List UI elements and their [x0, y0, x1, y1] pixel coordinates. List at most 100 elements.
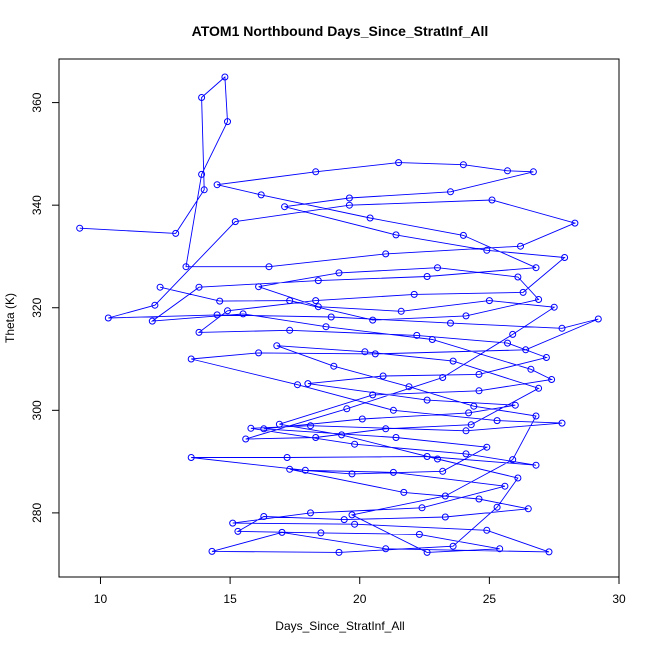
data-point [351, 520, 359, 528]
data-point [156, 283, 164, 291]
data-point [369, 391, 377, 399]
data-point [348, 511, 356, 519]
data-point [439, 374, 447, 381]
data-point [485, 297, 493, 305]
series-line [79, 76, 599, 553]
data-point [247, 424, 255, 432]
data-point [459, 161, 467, 169]
data-point [475, 387, 483, 395]
data-point [335, 269, 343, 277]
data-point [239, 310, 247, 318]
data-point [195, 328, 203, 336]
data-point [198, 94, 206, 101]
data-point [509, 456, 517, 464]
chart-title: ATOM1 Northbound Days_Since_StratInf_All [192, 23, 489, 39]
data-point [449, 542, 457, 550]
data-point [260, 513, 268, 520]
data-point [304, 380, 312, 388]
data-point [327, 313, 335, 321]
data-point [340, 516, 348, 524]
data-point [470, 402, 478, 410]
data-point [558, 419, 566, 427]
data-point [286, 326, 294, 334]
data-point [415, 530, 423, 538]
data-point [281, 203, 289, 211]
data-point [535, 296, 543, 303]
data-point [496, 545, 504, 553]
data-point [314, 277, 322, 285]
data-point [208, 547, 216, 555]
data-point [330, 362, 338, 370]
data-point [462, 427, 470, 435]
data-point [410, 290, 418, 298]
data-point [545, 548, 553, 556]
data-point [389, 468, 397, 476]
y-axis: 280 300 320 340 360 [30, 92, 59, 523]
data-point [594, 315, 602, 323]
data-point [345, 201, 353, 209]
data-point [535, 384, 543, 392]
data-point [488, 196, 496, 204]
data-point [514, 273, 522, 281]
data-point [532, 461, 540, 469]
data-point [395, 159, 403, 167]
data-point [434, 264, 441, 272]
data-point [335, 548, 343, 556]
data-point [187, 355, 195, 363]
data-point [317, 529, 325, 537]
x-tick-label: 30 [612, 592, 626, 606]
data-point [493, 417, 501, 425]
data-point [172, 229, 180, 237]
data-point [475, 495, 483, 503]
x-axis-label: Days_Since_StratInf_All [275, 619, 404, 633]
data-point [358, 415, 366, 423]
data-point [286, 465, 294, 473]
data-point [561, 254, 569, 261]
data-point [529, 168, 537, 176]
data-point [151, 301, 159, 309]
data-point [400, 488, 408, 496]
data-point [369, 316, 377, 324]
x-tick-label: 25 [483, 592, 497, 606]
data-point [532, 264, 540, 272]
data-point [148, 317, 156, 325]
data-point [338, 431, 346, 439]
data-point [447, 188, 454, 196]
data-point [273, 342, 281, 350]
data-point [434, 455, 441, 463]
data-point [361, 348, 369, 356]
data-point [405, 383, 413, 391]
data-point [382, 250, 390, 258]
data-point [260, 425, 268, 433]
x-tick-label: 15 [223, 592, 237, 606]
data-point [366, 214, 374, 222]
data-point [423, 453, 431, 460]
data-point [182, 263, 190, 271]
data-point [459, 231, 467, 239]
data-point [501, 482, 509, 490]
data-point [467, 421, 475, 429]
data-point [462, 450, 470, 458]
data-point [447, 319, 454, 327]
data-point [195, 283, 203, 291]
y-tick-label: 300 [30, 400, 44, 420]
data-point [511, 401, 519, 409]
data-point [475, 370, 483, 378]
data-point [504, 339, 511, 347]
data-point [213, 311, 221, 319]
data-point [286, 297, 294, 305]
data-point [345, 194, 353, 202]
data-point [307, 509, 314, 517]
data-point [483, 526, 491, 534]
data-point [301, 466, 309, 474]
data-point [423, 396, 431, 404]
data-point [283, 454, 291, 461]
data-point [382, 425, 390, 433]
data-point [571, 219, 579, 227]
data-point [229, 519, 237, 527]
data-point [314, 303, 322, 311]
data-point [200, 186, 208, 194]
y-axis-label: Theta (K) [3, 293, 17, 343]
data-point [392, 434, 400, 441]
